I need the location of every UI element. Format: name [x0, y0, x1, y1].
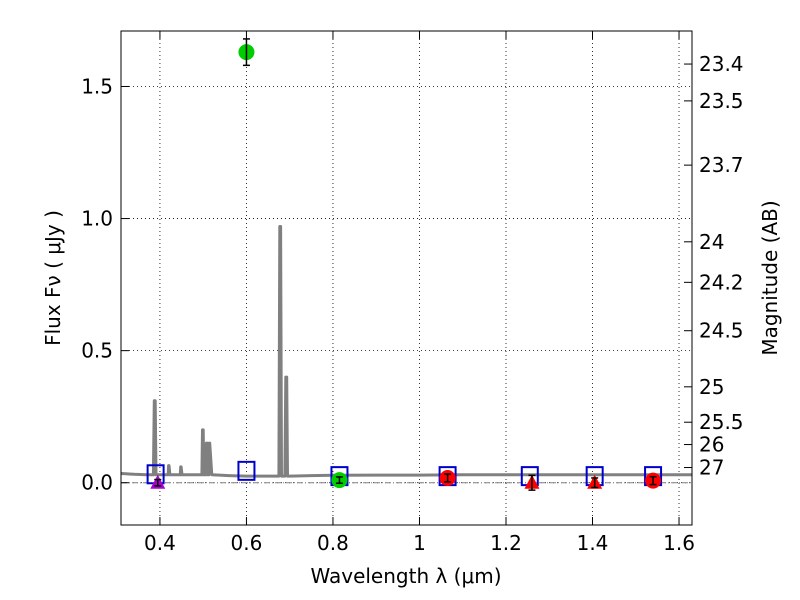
- y-tick-label: 0.0: [81, 471, 113, 495]
- magnitude-tick-label: 23.7: [699, 153, 744, 177]
- y-axis-label: Flux Fν ( μJy ): [41, 210, 65, 346]
- y-tick-label: 1.0: [81, 207, 113, 231]
- x-axis-ticks: 0.4 0.6 0.8 1 1.2 1.4 1.6: [144, 31, 695, 555]
- plot-border: [120, 30, 693, 526]
- x-tick-label: 0.6: [231, 531, 263, 555]
- x-tick-label: 0.4: [144, 531, 176, 555]
- model-spectrum-line: [120, 225, 692, 478]
- y2-axis-label: Magnitude (AB): [758, 200, 782, 355]
- x-tick-label: 1.2: [490, 531, 522, 555]
- magnitude-tick-label: 25.5: [699, 410, 744, 434]
- x-tick-label: 1: [413, 531, 426, 555]
- observations: [150, 38, 662, 491]
- magnitude-tick-label: 26: [699, 433, 724, 457]
- magnitude-tick-label: 24.5: [699, 319, 744, 343]
- x-tick-label: 1.4: [577, 531, 609, 555]
- plot-frame: [120, 30, 693, 526]
- y-axis-ticks: 0.0 0.5 1.0 1.5: [81, 74, 129, 495]
- magnitude-tick-label: 25: [699, 375, 724, 399]
- magnitude-tick-label: 23.5: [699, 89, 744, 113]
- y-tick-label: 0.5: [81, 339, 113, 363]
- model-spectrum: [120, 225, 692, 478]
- x-tick-label: 0.8: [317, 531, 349, 555]
- model-band-square: [237, 460, 256, 481]
- magnitude-tick-label: 27: [699, 456, 724, 480]
- x-tick-label: 1.6: [663, 531, 695, 555]
- magnitude-tick-label: 24: [699, 230, 724, 254]
- magnitude-tick-label: 24.2: [699, 270, 744, 294]
- x-axis-label: Wavelength λ (μm): [310, 564, 501, 588]
- y-tick-label: 1.5: [81, 74, 113, 98]
- magnitude-tick-label: 23.4: [699, 52, 744, 76]
